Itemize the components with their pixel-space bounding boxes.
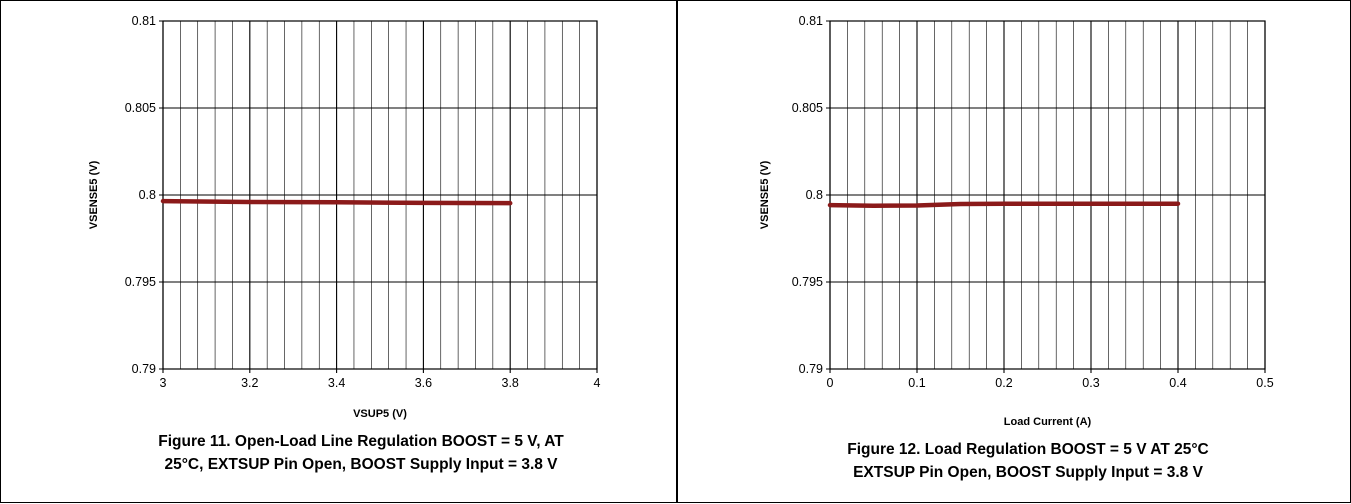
- x-tick-label: 0.5: [1256, 376, 1273, 390]
- y-tick-label: 0.795: [125, 275, 156, 289]
- x-tick-label: 3.8: [502, 376, 519, 390]
- y-tick-label: 0.79: [799, 362, 823, 376]
- y-tick-label: 0.805: [125, 101, 156, 115]
- figure-12-caption-line-1: Figure 12. Load Regulation BOOST = 5 V A…: [847, 441, 1209, 458]
- figure-12-caption: Figure 12. Load Regulation BOOST = 5 V A…: [728, 438, 1328, 484]
- x-tick-label: 0: [827, 376, 834, 390]
- figure-11-caption-line-2: 25°C, EXTSUP Pin Open, BOOST Supply Inpu…: [164, 456, 558, 473]
- y-tick-label: 0.805: [792, 101, 823, 115]
- x-axis-label: VSUP5 (V): [353, 408, 407, 420]
- x-tick-label: 0.4: [1169, 376, 1186, 390]
- y-tick-label: 0.79: [132, 362, 156, 376]
- figure-11-chart: 3 3.2 3.4 3.6 3.8 4 0.79 0.795 0.8 0.805 0.81 VSUP5…: [88, 14, 601, 420]
- plot-frame: [829, 20, 1266, 370]
- y-tick-label: 0.81: [799, 14, 823, 28]
- plot-frame: [162, 20, 598, 370]
- x-tick-label: 3.4: [328, 376, 345, 390]
- y-axis-label: VSENSE5 (V): [759, 160, 771, 229]
- y-tick-label: 0.795: [792, 275, 823, 289]
- figure-12-panel: 0 0.1 0.2 0.3 0.4 0.5 0.79 0.795 0.8 0.805 0.81 Loa…: [677, 0, 1351, 503]
- y-tick-label: 0.81: [132, 14, 156, 28]
- x-tick-label: 3.6: [415, 376, 432, 390]
- y-tick-label: 0.8: [139, 188, 156, 202]
- y-axis-label: VSENSE5 (V): [88, 160, 100, 229]
- x-tick-label: 4: [594, 376, 601, 390]
- figure-12-caption-line-2: EXTSUP Pin Open, BOOST Supply Input = 3.…: [853, 464, 1203, 481]
- x-axis-label: Load Current (A): [1004, 416, 1092, 428]
- figure-11-caption: Figure 11. Open-Load Line Regulation BOO…: [61, 430, 661, 476]
- y-tick-label: 0.8: [806, 188, 823, 202]
- x-tick-label: 0.3: [1082, 376, 1099, 390]
- figure-12-chart: 0 0.1 0.2 0.3 0.4 0.5 0.79 0.795 0.8 0.805 0.81 Loa…: [759, 14, 1274, 428]
- x-tick-label: 3: [160, 376, 167, 390]
- x-tick-label: 3.2: [241, 376, 258, 390]
- figure-11-panel: 3 3.2 3.4 3.6 3.8 4 0.79 0.795 0.8 0.805 0.81 VSUP5…: [0, 0, 677, 503]
- x-tick-label: 0.2: [995, 376, 1012, 390]
- figure-11-caption-line-1: Figure 11. Open-Load Line Regulation BOO…: [158, 433, 564, 450]
- x-tick-label: 0.1: [908, 376, 925, 390]
- series-line: [160, 198, 513, 206]
- series-line: [827, 201, 1181, 209]
